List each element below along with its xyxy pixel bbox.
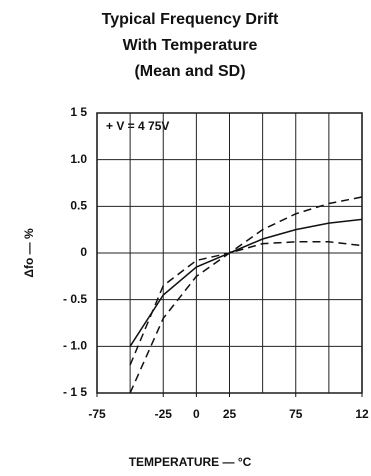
y-axis-label: Δfo — % (22, 228, 36, 278)
series-line (129, 241, 363, 394)
x-tick-label: -25 (155, 407, 173, 421)
y-tick-label: - 1 5 (63, 385, 87, 399)
y-tick-label: 1.0 (70, 152, 87, 166)
chart-title: Typical Frequency Drift (102, 11, 279, 28)
x-tick-label: 75 (289, 407, 303, 421)
x-tick-label: 0 (193, 407, 200, 421)
y-tick-label: - 0.5 (63, 292, 87, 306)
y-tick-label: 1 5 (70, 105, 87, 119)
chart-title: (Mean and SD) (134, 63, 245, 80)
x-tick-label: 12 (355, 407, 369, 421)
y-tick-label: 0 (80, 245, 87, 259)
chart-title: With Temperature (123, 37, 258, 54)
x-axis-label: TEMPERATURE — °C (129, 455, 252, 469)
x-tick-label: 25 (223, 407, 237, 421)
annotation: + V = 4 75V (106, 119, 169, 133)
series-line (129, 196, 363, 366)
y-tick-label: - 1.0 (63, 339, 87, 353)
series-line (129, 218, 363, 347)
y-tick-label: 0.5 (70, 199, 87, 213)
x-tick-label: -75 (88, 407, 106, 421)
